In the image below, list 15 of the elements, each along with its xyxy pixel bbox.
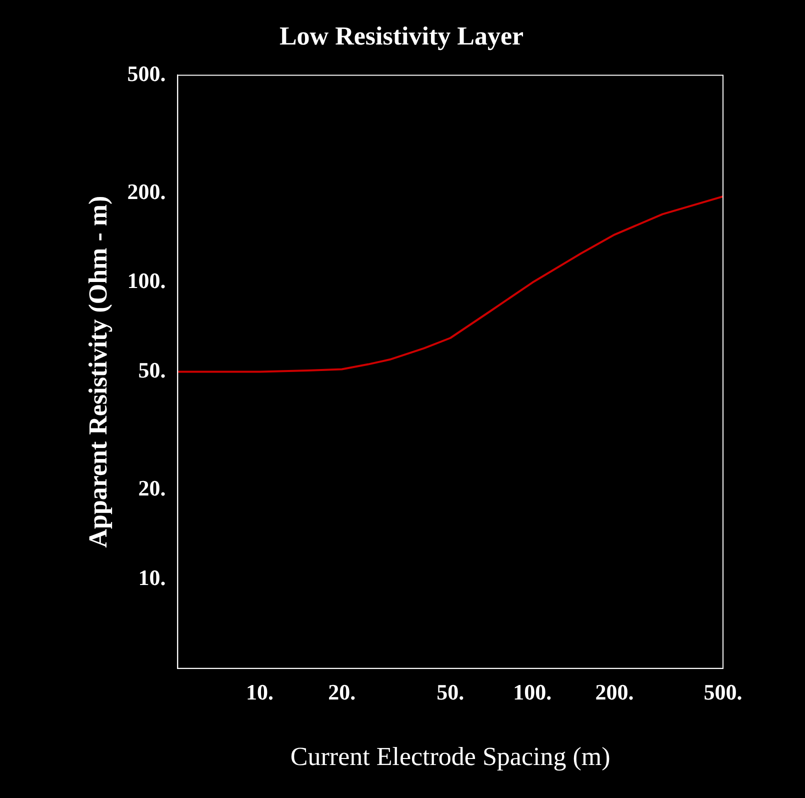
y-tick-label: 10. (138, 564, 166, 590)
x-tick-label: 200. (595, 679, 634, 704)
x-axis-title: Current Electrode Spacing (m) (290, 742, 610, 772)
y-tick-label: 20. (138, 476, 166, 501)
y-tick-label: 200. (127, 178, 166, 204)
x-tick-label: 100. (513, 679, 552, 704)
y-tick-label: 50. (138, 357, 166, 382)
x-tick-label: 20. (328, 679, 356, 704)
y-tick-label: 500. (127, 60, 166, 86)
y-tick-label: 100. (127, 268, 166, 294)
x-tick-label: 500. (704, 679, 742, 704)
chart-title: Low Resistivity Layer (279, 21, 524, 50)
x-tick-label: 10. (246, 679, 274, 704)
x-tick-label: 50. (436, 679, 464, 704)
y-axis-title: Apparent Resistivity (Ohm - m) (83, 196, 112, 548)
